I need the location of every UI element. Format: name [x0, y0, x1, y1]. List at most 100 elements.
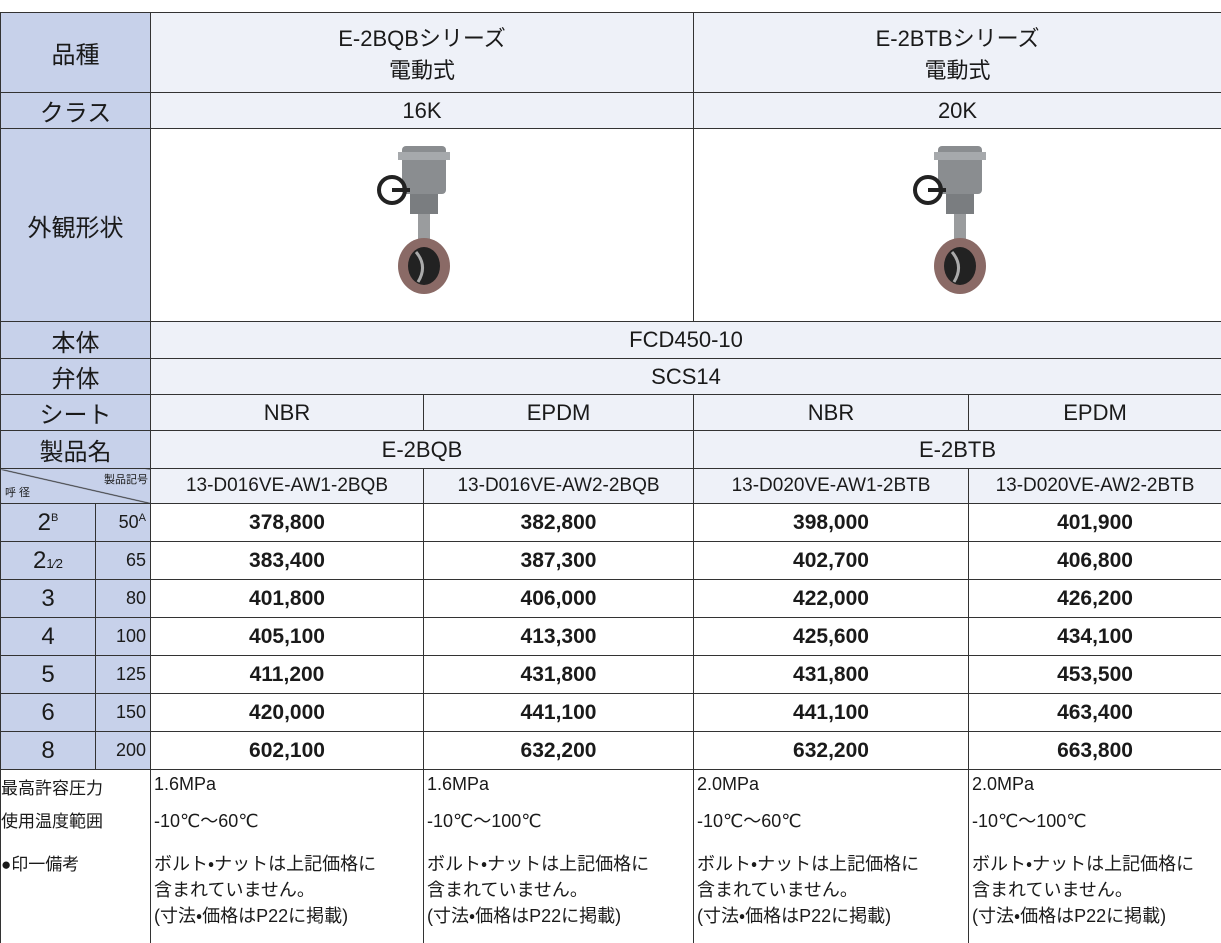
series-name: E-2BTBシリーズ — [876, 26, 1040, 51]
size-inch: 8 — [1, 732, 96, 770]
remark-value: ボルト・ナットは上記価格に含まれていません。(寸法・価格はP22に掲載) — [694, 846, 969, 943]
price: 632,200 — [694, 732, 969, 770]
size-inch: 6 — [1, 694, 96, 732]
image-cell — [694, 129, 1221, 322]
price: 434,100 — [969, 618, 1221, 656]
note-value: 1.6MPa — [424, 770, 694, 803]
mm-unit: A — [139, 512, 146, 524]
price: 420,000 — [151, 694, 424, 732]
size-mm: 125 — [96, 656, 151, 694]
row-label: クラス — [1, 93, 151, 129]
valve-image — [362, 142, 482, 302]
product-code: 13-D020VE-AW2-2BTB — [969, 469, 1221, 504]
disc-value: SCS14 — [151, 359, 1221, 395]
remark-line: (寸法・価格はP22に掲載) — [154, 906, 348, 926]
note-value: -10℃～60℃ — [694, 803, 969, 846]
price: 426,200 — [969, 580, 1221, 618]
remark-line: (寸法・価格はP22に掲載) — [697, 906, 891, 926]
size-mm: 100 — [96, 618, 151, 656]
size-mm: 150 — [96, 694, 151, 732]
class-value: 16K — [151, 93, 694, 129]
inch-value: 2 — [33, 547, 46, 574]
note-value: -10℃～100℃ — [969, 803, 1221, 846]
mm-value: 50 — [119, 512, 139, 532]
price: 413,300 — [424, 618, 694, 656]
seat-value: EPDM — [969, 395, 1221, 431]
mm-value: 125 — [116, 664, 146, 684]
remark-line: 含まれていません。 — [697, 880, 858, 900]
note-value: 2.0MPa — [969, 770, 1221, 803]
price: 431,800 — [424, 656, 694, 694]
seat-value: NBR — [151, 395, 424, 431]
inch-unit: B — [51, 512, 58, 524]
price: 441,100 — [694, 694, 969, 732]
remark-line: 含まれていません。 — [427, 880, 588, 900]
size-inch: 3 — [1, 580, 96, 618]
product-code: 13-D016VE-AW1-2BQB — [151, 469, 424, 504]
valve-image — [898, 142, 1018, 302]
inch-fraction: 1⁄2 — [46, 556, 63, 571]
remark-line: (寸法・価格はP22に掲載) — [972, 906, 1166, 926]
seat-value: EPDM — [424, 395, 694, 431]
price: 402,700 — [694, 542, 969, 580]
price: 383,400 — [151, 542, 424, 580]
size-inch: 21⁄2 — [1, 542, 96, 580]
mm-value: 100 — [116, 626, 146, 646]
size-mm: 80 — [96, 580, 151, 618]
price: 411,200 — [151, 656, 424, 694]
size-inch: 2B — [1, 504, 96, 542]
price: 401,800 — [151, 580, 424, 618]
size-label: 呼 径 — [5, 484, 30, 500]
product-code: 13-D020VE-AW1-2BTB — [694, 469, 969, 504]
size-code-header: 呼 径製品記号 — [1, 469, 151, 504]
price: 398,000 — [694, 504, 969, 542]
mm-value: 200 — [116, 740, 146, 760]
price: 463,400 — [969, 694, 1221, 732]
inch-value: 8 — [41, 737, 54, 764]
price: 405,100 — [151, 618, 424, 656]
price: 382,800 — [424, 504, 694, 542]
remark-line: 含まれていません。 — [972, 880, 1133, 900]
note-label: 使用温度範囲 — [1, 803, 151, 846]
remark-line: (寸法・価格はP22に掲載) — [427, 906, 621, 926]
price: 422,000 — [694, 580, 969, 618]
remark-value: ボルト・ナットは上記価格に含まれていません。(寸法・価格はP22に掲載) — [969, 846, 1221, 943]
remark-value: ボルト・ナットは上記価格に含まれていません。(寸法・価格はP22に掲載) — [151, 846, 424, 943]
price: 441,100 — [424, 694, 694, 732]
price: 632,200 — [424, 732, 694, 770]
price: 387,300 — [424, 542, 694, 580]
seat-value: NBR — [694, 395, 969, 431]
note-value: 1.6MPa — [151, 770, 424, 803]
price: 425,600 — [694, 618, 969, 656]
product-code: 13-D016VE-AW2-2BQB — [424, 469, 694, 504]
row-label: 製品名 — [1, 431, 151, 469]
table-row: 使用温度範囲-10℃～60℃-10℃～100℃-10℃～60℃-10℃～100℃ — [1, 803, 1221, 846]
inch-value: 5 — [41, 661, 54, 688]
inch-value: 4 — [41, 623, 54, 650]
remark-line: ボルト・ナットは上記価格に — [154, 854, 376, 874]
mm-value: 65 — [126, 550, 146, 570]
drive-type: 電動式 — [925, 58, 991, 83]
row-label: 品種 — [1, 13, 151, 93]
price: 431,800 — [694, 656, 969, 694]
series-name: E-2BQBシリーズ — [338, 26, 506, 51]
drive-type: 電動式 — [389, 58, 455, 83]
body-value: FCD450-10 — [151, 322, 1221, 359]
size-mm: 200 — [96, 732, 151, 770]
